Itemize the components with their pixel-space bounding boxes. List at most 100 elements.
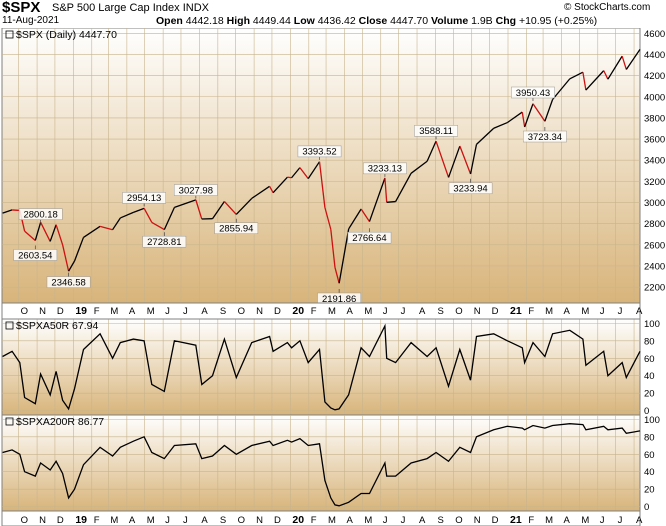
price-annotation: 3233.13 — [363, 162, 407, 177]
annotation-label: 2728.81 — [147, 237, 181, 248]
price-segment — [318, 161, 326, 208]
x-axis-band-bottom — [1, 510, 641, 526]
annotation-box — [18, 208, 63, 220]
quote-value: 4449.44 — [252, 15, 291, 27]
panel-legend: $SPXA50R 67.94 — [5, 320, 98, 332]
quote-close: Close 4447.70 — [359, 15, 428, 27]
legend-swatch — [5, 30, 14, 39]
y-tick-label: 2200 — [644, 283, 665, 294]
price-segment — [532, 103, 546, 122]
price-segment — [195, 199, 203, 220]
price-segment — [386, 200, 396, 203]
quote-date: 11-Aug-2021 — [2, 15, 60, 26]
annotation-label: 2191.86 — [322, 294, 356, 305]
x-tick-label: J — [383, 306, 388, 317]
annotation-label: 2855.94 — [219, 224, 253, 235]
price-segment — [410, 160, 428, 174]
y-tick-label: 3600 — [644, 135, 665, 146]
price-segment — [49, 224, 57, 242]
x-tick-label: F — [528, 306, 534, 317]
x-tick-label: F — [94, 515, 100, 526]
quote-label: High — [226, 15, 253, 27]
price-segment — [395, 173, 412, 202]
x-tick-label: J — [600, 306, 605, 317]
price-segment — [133, 207, 145, 213]
chart-header: $SPX S&P 500 Large Cap Index INDX © Stoc… — [0, 0, 666, 28]
price-segment — [330, 229, 336, 268]
annotation-label: 3027.98 — [179, 185, 213, 196]
price-segment — [163, 207, 176, 230]
price-segment — [585, 70, 605, 91]
y-tick-label: 20 — [644, 389, 655, 400]
price-segment — [99, 225, 113, 231]
quote-label: Volume — [431, 15, 472, 27]
x-tick-label: J — [600, 515, 605, 526]
panel-3: 0 20 40 60 80 100 $SPXA200R 86.77 — [1, 414, 660, 513]
price-annotation: 2855.94 — [214, 218, 259, 235]
x-tick-label: N — [256, 306, 263, 317]
x-tick-label: A — [419, 515, 426, 526]
price-annotation: 3588.11 — [414, 125, 458, 140]
panel-legend: $SPX (Daily) 4447.70 — [5, 29, 117, 41]
x-tick-label: J — [165, 515, 170, 526]
y-tick-label: 2400 — [644, 261, 665, 272]
quote-open: Open 4442.18 — [156, 15, 224, 27]
price-segment — [368, 177, 386, 222]
annotation-box — [511, 86, 555, 99]
quote-label: Chg — [495, 15, 519, 27]
price-annotation: 3233.94 — [448, 178, 493, 195]
y-tick-label: 60 — [644, 354, 655, 365]
annotation-box — [414, 125, 458, 137]
x-tick-label: 19 — [75, 305, 87, 317]
x-tick-label: M — [581, 306, 589, 317]
y-tick-label: 4200 — [644, 71, 665, 82]
legend-label: $SPX (Daily) 4447.70 — [16, 29, 117, 41]
price-segment — [459, 145, 472, 175]
annotation-label: 3723.34 — [528, 132, 562, 143]
x-tick-label: 19 — [75, 514, 87, 526]
price-segment — [334, 267, 340, 284]
price-annotation: 2603.54 — [13, 245, 58, 261]
price-segment — [143, 208, 153, 223]
price-annotation: 3723.34 — [523, 127, 567, 143]
y-tick-label: 80 — [644, 336, 655, 347]
x-tick-label: D — [57, 515, 64, 526]
chart-area: 2200240026002800300032003400360038004000… — [1, 28, 665, 526]
quote-value: 4436.42 — [317, 15, 356, 27]
y-tick-label: 40 — [644, 371, 655, 382]
price-segment — [2, 209, 13, 214]
x-tick-label: S — [437, 306, 443, 317]
price-annotation: 3950.43 — [511, 86, 555, 101]
panel-2: 0 20 40 60 80 100 $SPXA50R 67.94 — [1, 318, 660, 417]
quote-value: 4447.70 — [390, 15, 429, 27]
quote-label: Close — [358, 15, 391, 27]
y-tick-label: 40 — [644, 467, 655, 478]
quote-value: 1.9B — [471, 15, 493, 27]
x-tick-label: A — [419, 306, 426, 317]
x-tick-label: 21 — [510, 514, 522, 526]
price-segment — [607, 55, 623, 80]
annotation-box — [363, 162, 407, 175]
annotation-label: 2954.13 — [127, 193, 161, 204]
x-tick-label: M — [147, 306, 155, 317]
x-tick-label: N — [39, 515, 46, 526]
x-tick-label: N — [256, 515, 263, 526]
x-tick-label: F — [94, 306, 100, 317]
price-segment — [426, 140, 437, 162]
x-tick-label: D — [492, 306, 499, 317]
price-segment — [625, 49, 641, 70]
y-tick-label: 4000 — [644, 92, 665, 103]
price-segment — [68, 260, 76, 272]
panel-background — [1, 414, 641, 512]
x-tick-label: D — [274, 306, 281, 317]
annotation-box — [297, 145, 342, 158]
x-tick-label: A — [201, 306, 208, 317]
y-tick-label: 60 — [644, 450, 655, 461]
x-tick-label: M — [328, 306, 336, 317]
price-segment — [360, 208, 371, 222]
annotation-label: 3393.52 — [302, 147, 336, 158]
x-tick-label: M — [545, 515, 553, 526]
price-annotation: 2766.64 — [347, 228, 392, 244]
panel-background — [1, 28, 641, 304]
x-tick-label: J — [183, 306, 188, 317]
